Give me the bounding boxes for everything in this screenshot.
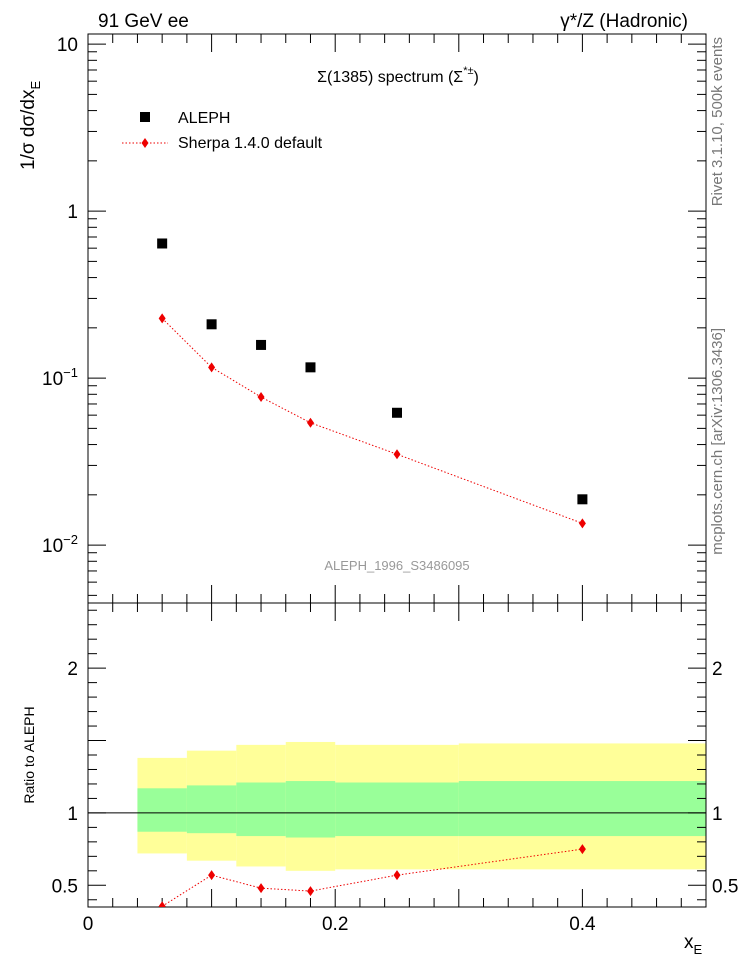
svg-text:1/σ dσ/dxE: 1/σ dσ/dxE [18, 81, 43, 171]
ratio-ylabel: Ratio to ALEPH [21, 706, 37, 803]
ratio-band-inner [285, 781, 336, 838]
legend: ALEPH Sherpa 1.4.0 default [122, 110, 323, 152]
ratio-xtick-label: 0.4 [569, 914, 596, 935]
ratio-band-inner [186, 785, 237, 834]
ratio-sherpa-marker [158, 901, 166, 907]
main-ytick-label: 10−2 [42, 532, 78, 557]
ratio-series [158, 844, 586, 907]
ratio-ytick-label-right: 2 [712, 659, 723, 680]
ratio-band-inner [335, 782, 459, 837]
ratio-band-inner [458, 781, 706, 837]
ratio-bands [137, 741, 706, 871]
sherpa-marker [306, 417, 314, 428]
mcplots-label: mcplots.cern.ch [arXiv:1306.3436] [709, 328, 726, 555]
ratio-series-clipped [158, 844, 586, 907]
ratio-sherpa-marker [208, 870, 216, 881]
ratio-ytick-label: 1 [67, 804, 78, 825]
aleph-marker [157, 238, 168, 249]
main-ytick-label: 10 [57, 35, 78, 56]
chart-title: Σ(1385) spectrum (Σ*±) [317, 65, 479, 86]
header-right: γ*/Z (Hadronic) [560, 11, 688, 32]
aleph-marker [256, 339, 267, 350]
ratio-sherpa-marker [257, 883, 265, 894]
legend-sherpa-label: Sherpa 1.4.0 default [178, 135, 323, 152]
sherpa-line [161, 317, 583, 524]
sherpa-marker [158, 313, 166, 324]
ratio-xtick-label: 0 [83, 914, 94, 935]
ratio-sherpa-line [161, 848, 583, 907]
legend-sherpa-marker [141, 138, 149, 148]
rivet-label: Rivet 3.1.10, 500k events [709, 37, 726, 206]
analysis-watermark: ALEPH_1996_S3486095 [324, 558, 469, 573]
ratio-sherpa-marker [306, 886, 314, 897]
sherpa-marker [208, 362, 216, 373]
aleph-marker [305, 362, 316, 373]
sherpa-marker [578, 518, 586, 529]
ratio-ytick-label: 2 [67, 659, 78, 680]
ratio-ytick-label-right: 0.5 [712, 876, 738, 897]
main-series [157, 238, 588, 529]
ratio-sherpa-marker [578, 844, 586, 855]
legend-aleph-marker [140, 112, 150, 122]
main-ylabel: 1/σ dσ/dxE [18, 81, 43, 171]
aleph-marker [577, 494, 588, 505]
ratio-xtick-label: 0.2 [322, 914, 348, 935]
aleph-marker [392, 407, 402, 418]
ratio-band-inner [236, 782, 286, 837]
ratio-ytick-label: 0.5 [52, 876, 78, 897]
ratio-ytick-label-right: 1 [712, 804, 723, 825]
aleph-marker [206, 319, 217, 330]
main-ytick-label: 10−1 [42, 365, 78, 390]
sherpa-marker [393, 449, 401, 460]
main-ytick-label: 1 [67, 202, 78, 223]
main-ylabel-text: 1/σ dσ/dx [18, 89, 39, 170]
xlabel: xE [684, 932, 703, 957]
ratio-sherpa-marker [393, 870, 401, 881]
ratio-band-inner [137, 788, 187, 832]
sherpa-marker [257, 392, 265, 403]
header-left: 91 GeV ee [98, 11, 189, 32]
ratio-axes: 0.5 0.5 1 1 2 2 0 0.2 0.4 [52, 602, 738, 935]
legend-aleph-label: ALEPH [178, 110, 230, 127]
